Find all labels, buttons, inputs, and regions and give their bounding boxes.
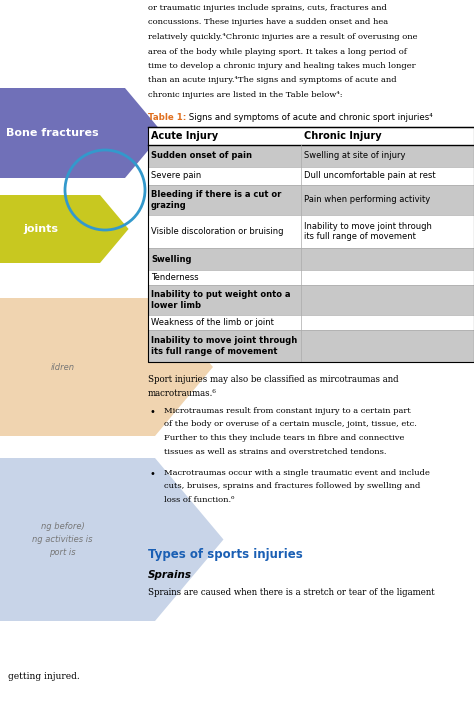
Text: time to develop a chronic injury and healing takes much longer: time to develop a chronic injury and hea… bbox=[148, 62, 416, 70]
Text: Swelling: Swelling bbox=[151, 255, 191, 264]
Bar bbox=[148, 270, 474, 285]
Text: Pain when performing activity: Pain when performing activity bbox=[304, 195, 430, 204]
Text: area of the body while playing sport. It takes a long period of: area of the body while playing sport. It… bbox=[148, 47, 407, 56]
Text: Acute Injury: Acute Injury bbox=[151, 131, 218, 141]
Text: macrotraumas.⁶: macrotraumas.⁶ bbox=[148, 389, 217, 398]
Text: Inability to move joint through
its full range of movement: Inability to move joint through its full… bbox=[304, 221, 432, 241]
Text: cuts, bruises, sprains and fractures followed by swelling and: cuts, bruises, sprains and fractures fol… bbox=[164, 482, 420, 491]
Text: Severe pain: Severe pain bbox=[151, 171, 201, 180]
Text: Microtraumas result from constant injury to a certain part: Microtraumas result from constant injury… bbox=[164, 407, 411, 415]
Text: than an acute injury.⁴The signs and symptoms of acute and: than an acute injury.⁴The signs and symp… bbox=[148, 77, 397, 85]
Text: Inability to put weight onto a
lower limb: Inability to put weight onto a lower lim… bbox=[151, 290, 291, 310]
Text: Macrotraumas occur with a single traumatic event and include: Macrotraumas occur with a single traumat… bbox=[164, 469, 430, 477]
Text: Swelling at site of injury: Swelling at site of injury bbox=[304, 152, 406, 161]
Text: concussions. These injuries have a sudden onset and hea: concussions. These injuries have a sudde… bbox=[148, 18, 388, 27]
Text: Sprains: Sprains bbox=[148, 570, 192, 580]
Polygon shape bbox=[0, 458, 223, 621]
Text: ildren: ildren bbox=[51, 362, 74, 372]
Text: chronic injuries are listed in the Table below⁴:: chronic injuries are listed in the Table… bbox=[148, 91, 343, 99]
Bar bbox=[148, 185, 474, 215]
Bar bbox=[148, 285, 474, 315]
Text: Visible discoloration or bruising: Visible discoloration or bruising bbox=[151, 227, 283, 236]
Bar bbox=[148, 315, 474, 330]
Bar bbox=[148, 145, 474, 167]
Text: •: • bbox=[150, 407, 156, 417]
Bar bbox=[148, 330, 474, 362]
Polygon shape bbox=[0, 298, 213, 436]
Text: Sudden onset of pain: Sudden onset of pain bbox=[151, 152, 252, 161]
Text: port is: port is bbox=[49, 548, 76, 557]
Text: Bone fractures: Bone fractures bbox=[6, 128, 99, 138]
Text: Types of sports injuries: Types of sports injuries bbox=[148, 548, 303, 561]
Text: of the body or overuse of a certain muscle, joint, tissue, etc.: of the body or overuse of a certain musc… bbox=[164, 420, 417, 429]
Text: getting injured.: getting injured. bbox=[8, 672, 80, 681]
Text: •: • bbox=[150, 469, 156, 479]
Text: Sprains are caused when there is a stretch or tear of the ligament: Sprains are caused when there is a stret… bbox=[148, 588, 435, 597]
Polygon shape bbox=[0, 195, 128, 263]
Text: loss of function.⁶: loss of function.⁶ bbox=[164, 496, 234, 504]
Text: Chronic Injury: Chronic Injury bbox=[304, 131, 382, 141]
Bar bbox=[148, 127, 474, 145]
Text: Further to this they include tears in fibre and connective: Further to this they include tears in fi… bbox=[164, 434, 404, 442]
Text: Sport injuries may also be classified as mircotraumas and: Sport injuries may also be classified as… bbox=[148, 375, 399, 384]
Text: Tenderness: Tenderness bbox=[151, 273, 199, 282]
Bar bbox=[148, 248, 474, 270]
Text: relatively quickly.⁴Chronic injuries are a result of overusing one: relatively quickly.⁴Chronic injuries are… bbox=[148, 33, 418, 41]
Text: Inability to move joint through
its full range of movement: Inability to move joint through its full… bbox=[151, 336, 297, 356]
Text: ng activities is: ng activities is bbox=[32, 535, 93, 544]
Text: tissues as well as strains and overstretched tendons.: tissues as well as strains and overstret… bbox=[164, 448, 386, 455]
Polygon shape bbox=[0, 88, 163, 178]
Bar bbox=[148, 167, 474, 185]
Text: ng before): ng before) bbox=[41, 522, 84, 531]
Bar bbox=[148, 215, 474, 248]
Text: joints: joints bbox=[24, 224, 59, 234]
Text: Bleeding if there is a cut or
grazing: Bleeding if there is a cut or grazing bbox=[151, 190, 282, 210]
Text: Signs and symptoms of acute and chronic sport injuries⁴: Signs and symptoms of acute and chronic … bbox=[186, 113, 433, 122]
Text: Table 1:: Table 1: bbox=[148, 113, 186, 122]
Text: or traumatic injuries include sprains, cuts, fractures and: or traumatic injuries include sprains, c… bbox=[148, 4, 387, 12]
Text: Weakness of the limb or joint: Weakness of the limb or joint bbox=[151, 318, 274, 327]
Bar bbox=[148, 127, 474, 362]
Text: Dull uncomfortable pain at rest: Dull uncomfortable pain at rest bbox=[304, 171, 436, 180]
